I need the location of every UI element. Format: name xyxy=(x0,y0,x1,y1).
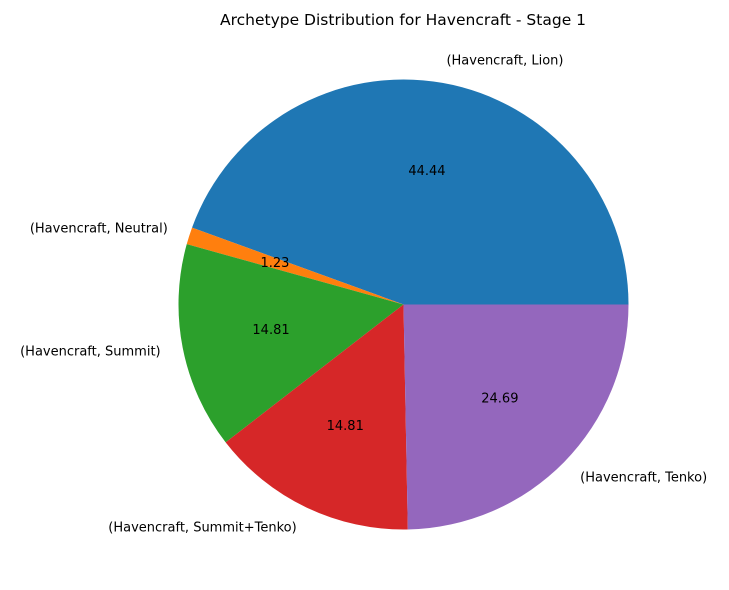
slice-value-label: 1.23 xyxy=(260,256,289,271)
slice-value-label: 44.44 xyxy=(408,164,445,179)
chart-title: Archetype Distribution for Havencraft - … xyxy=(220,11,586,29)
slice-label: (Havencraft, Summit+Tenko) xyxy=(108,520,296,535)
slice-value-label: 24.69 xyxy=(481,392,518,407)
slice-value-label: 14.81 xyxy=(252,323,289,338)
pie-slice xyxy=(192,79,629,305)
pie-slice xyxy=(186,227,404,305)
pie-labels: (Havencraft, Lion) 44.44 (Havencraft, Neut… xyxy=(20,53,707,535)
slice-value-label: 14.81 xyxy=(327,419,364,434)
slice-label: (Havencraft, Tenko) xyxy=(580,470,707,485)
slice-label: (Havencraft, Summit) xyxy=(20,345,161,360)
pie-slice xyxy=(225,304,408,530)
pie-slice xyxy=(178,244,404,443)
pie-slice xyxy=(403,304,629,530)
slice-label: (Havencraft, Lion) xyxy=(446,53,563,68)
slice-label: (Havencraft, Neutral) xyxy=(30,221,168,236)
pie-slices xyxy=(178,79,629,530)
